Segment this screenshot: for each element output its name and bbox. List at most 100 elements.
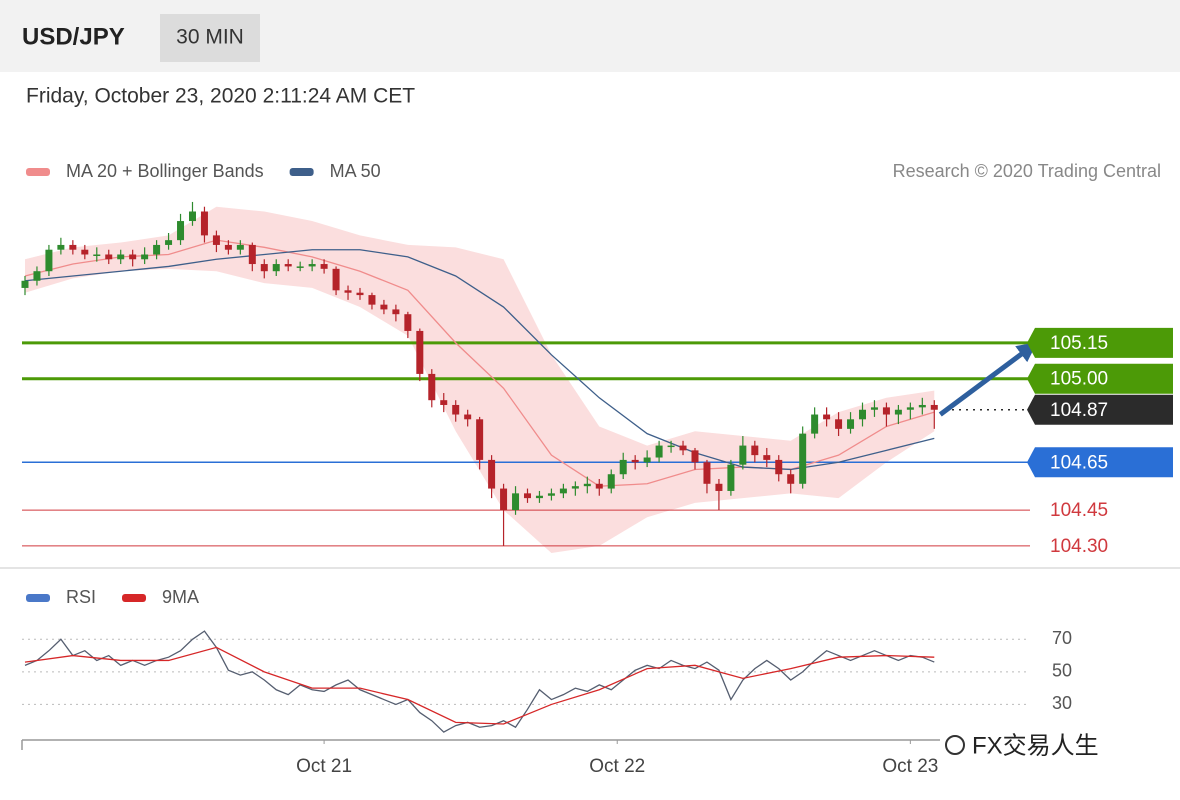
y-tick-label: 70 bbox=[1052, 628, 1072, 648]
candle-body bbox=[464, 414, 472, 420]
candle-body bbox=[595, 483, 603, 489]
candle-body bbox=[380, 304, 388, 310]
level-label: 105.00 bbox=[1050, 369, 1108, 390]
candle-body bbox=[69, 244, 77, 250]
candle-body bbox=[811, 414, 819, 434]
candle-body bbox=[308, 264, 316, 267]
indicator-line bbox=[24, 646, 935, 725]
candle-body bbox=[858, 409, 866, 420]
candle-body bbox=[476, 419, 484, 460]
candle-body bbox=[523, 493, 531, 499]
candle-body bbox=[452, 404, 460, 415]
candle-body bbox=[547, 493, 555, 496]
candle-body bbox=[727, 464, 735, 491]
candle-body bbox=[739, 445, 747, 465]
candle-body bbox=[870, 407, 878, 410]
symbol: USD/JPY bbox=[22, 23, 125, 50]
candle-body bbox=[440, 400, 448, 405]
candle-body bbox=[512, 493, 520, 511]
candle-body bbox=[141, 254, 149, 260]
candle-body bbox=[165, 240, 173, 245]
level-label: 104.45 bbox=[1050, 500, 1108, 521]
candle-body bbox=[200, 211, 208, 236]
candle-body bbox=[260, 264, 268, 272]
level-label: 105.15 bbox=[1050, 333, 1108, 354]
candle-body bbox=[799, 433, 807, 484]
candle-body bbox=[679, 445, 687, 451]
candle-body bbox=[571, 486, 579, 489]
x-tick-label: Oct 21 bbox=[296, 756, 352, 777]
candle-body bbox=[368, 295, 376, 305]
watermark-icon bbox=[945, 735, 965, 755]
level-box bbox=[1027, 363, 1173, 394]
candle-body bbox=[847, 419, 855, 429]
candle-body bbox=[129, 254, 137, 260]
legend-swatch bbox=[289, 168, 314, 176]
candle-body bbox=[619, 459, 627, 475]
candle-body bbox=[428, 373, 436, 401]
candle-body bbox=[667, 445, 675, 448]
candle-body bbox=[248, 244, 256, 265]
candle-body bbox=[392, 309, 400, 315]
watermark: FX交易人生 bbox=[972, 732, 1099, 759]
candle-body bbox=[93, 254, 101, 256]
interval-label[interactable]: 30 MIN bbox=[176, 26, 244, 49]
candle-body bbox=[212, 235, 220, 245]
candle-body bbox=[583, 483, 591, 487]
interval-button[interactable] bbox=[160, 14, 260, 62]
level-label: 104.65 bbox=[1050, 452, 1108, 473]
indicator-line bbox=[24, 630, 935, 733]
y-tick-label: 50 bbox=[1052, 661, 1072, 681]
x-tick-label: Oct 22 bbox=[589, 756, 645, 777]
candle-body bbox=[117, 254, 125, 260]
candle-body bbox=[332, 268, 340, 291]
timestamp: Friday, October 23, 2020 2:11:24 AM CET bbox=[26, 85, 415, 108]
level-box bbox=[1027, 394, 1173, 425]
candle-body bbox=[284, 264, 292, 267]
legend-label: MA 50 bbox=[330, 161, 381, 181]
candle-body bbox=[488, 459, 496, 489]
candle-body bbox=[751, 445, 759, 456]
legend-swatch bbox=[26, 168, 50, 176]
moving-average bbox=[24, 249, 935, 471]
credit: Research © 2020 Trading Central bbox=[893, 161, 1161, 181]
candle-body bbox=[105, 254, 113, 260]
candle-body bbox=[21, 280, 29, 288]
forecast-arrow bbox=[938, 342, 1038, 417]
candle-body bbox=[188, 211, 196, 222]
candle-body bbox=[45, 249, 53, 272]
candle-body bbox=[835, 419, 843, 429]
candle-body bbox=[57, 244, 65, 250]
candle-body bbox=[320, 264, 328, 269]
candle-body bbox=[177, 221, 185, 241]
level-label: 104.30 bbox=[1050, 536, 1108, 557]
candle-body bbox=[81, 249, 89, 255]
legend-label: 9MA bbox=[162, 587, 199, 607]
candle-body bbox=[33, 271, 41, 281]
level-label: 104.87 bbox=[1050, 400, 1108, 421]
legend-label: RSI bbox=[66, 587, 96, 607]
candle-body bbox=[224, 244, 232, 250]
candle-body bbox=[296, 266, 304, 268]
candle-body bbox=[404, 314, 412, 331]
candle-body bbox=[703, 462, 711, 484]
candle-body bbox=[882, 407, 890, 415]
x-tick-label: Oct 23 bbox=[882, 756, 938, 777]
candle-body bbox=[643, 457, 651, 463]
legend-label: MA 20 + Bollinger Bands bbox=[66, 161, 264, 181]
candle-body bbox=[535, 495, 543, 499]
candle-body bbox=[559, 488, 567, 494]
y-tick-label: 30 bbox=[1052, 693, 1072, 713]
candle-body bbox=[906, 407, 914, 410]
candle-body bbox=[153, 244, 161, 255]
candle-body bbox=[894, 409, 902, 415]
candle-body bbox=[607, 474, 615, 489]
candle-body bbox=[763, 455, 771, 460]
candle-body bbox=[930, 404, 938, 410]
candle-body bbox=[236, 244, 244, 250]
candle-body bbox=[918, 404, 926, 408]
candle-body bbox=[775, 459, 783, 475]
candle-body bbox=[715, 483, 723, 491]
